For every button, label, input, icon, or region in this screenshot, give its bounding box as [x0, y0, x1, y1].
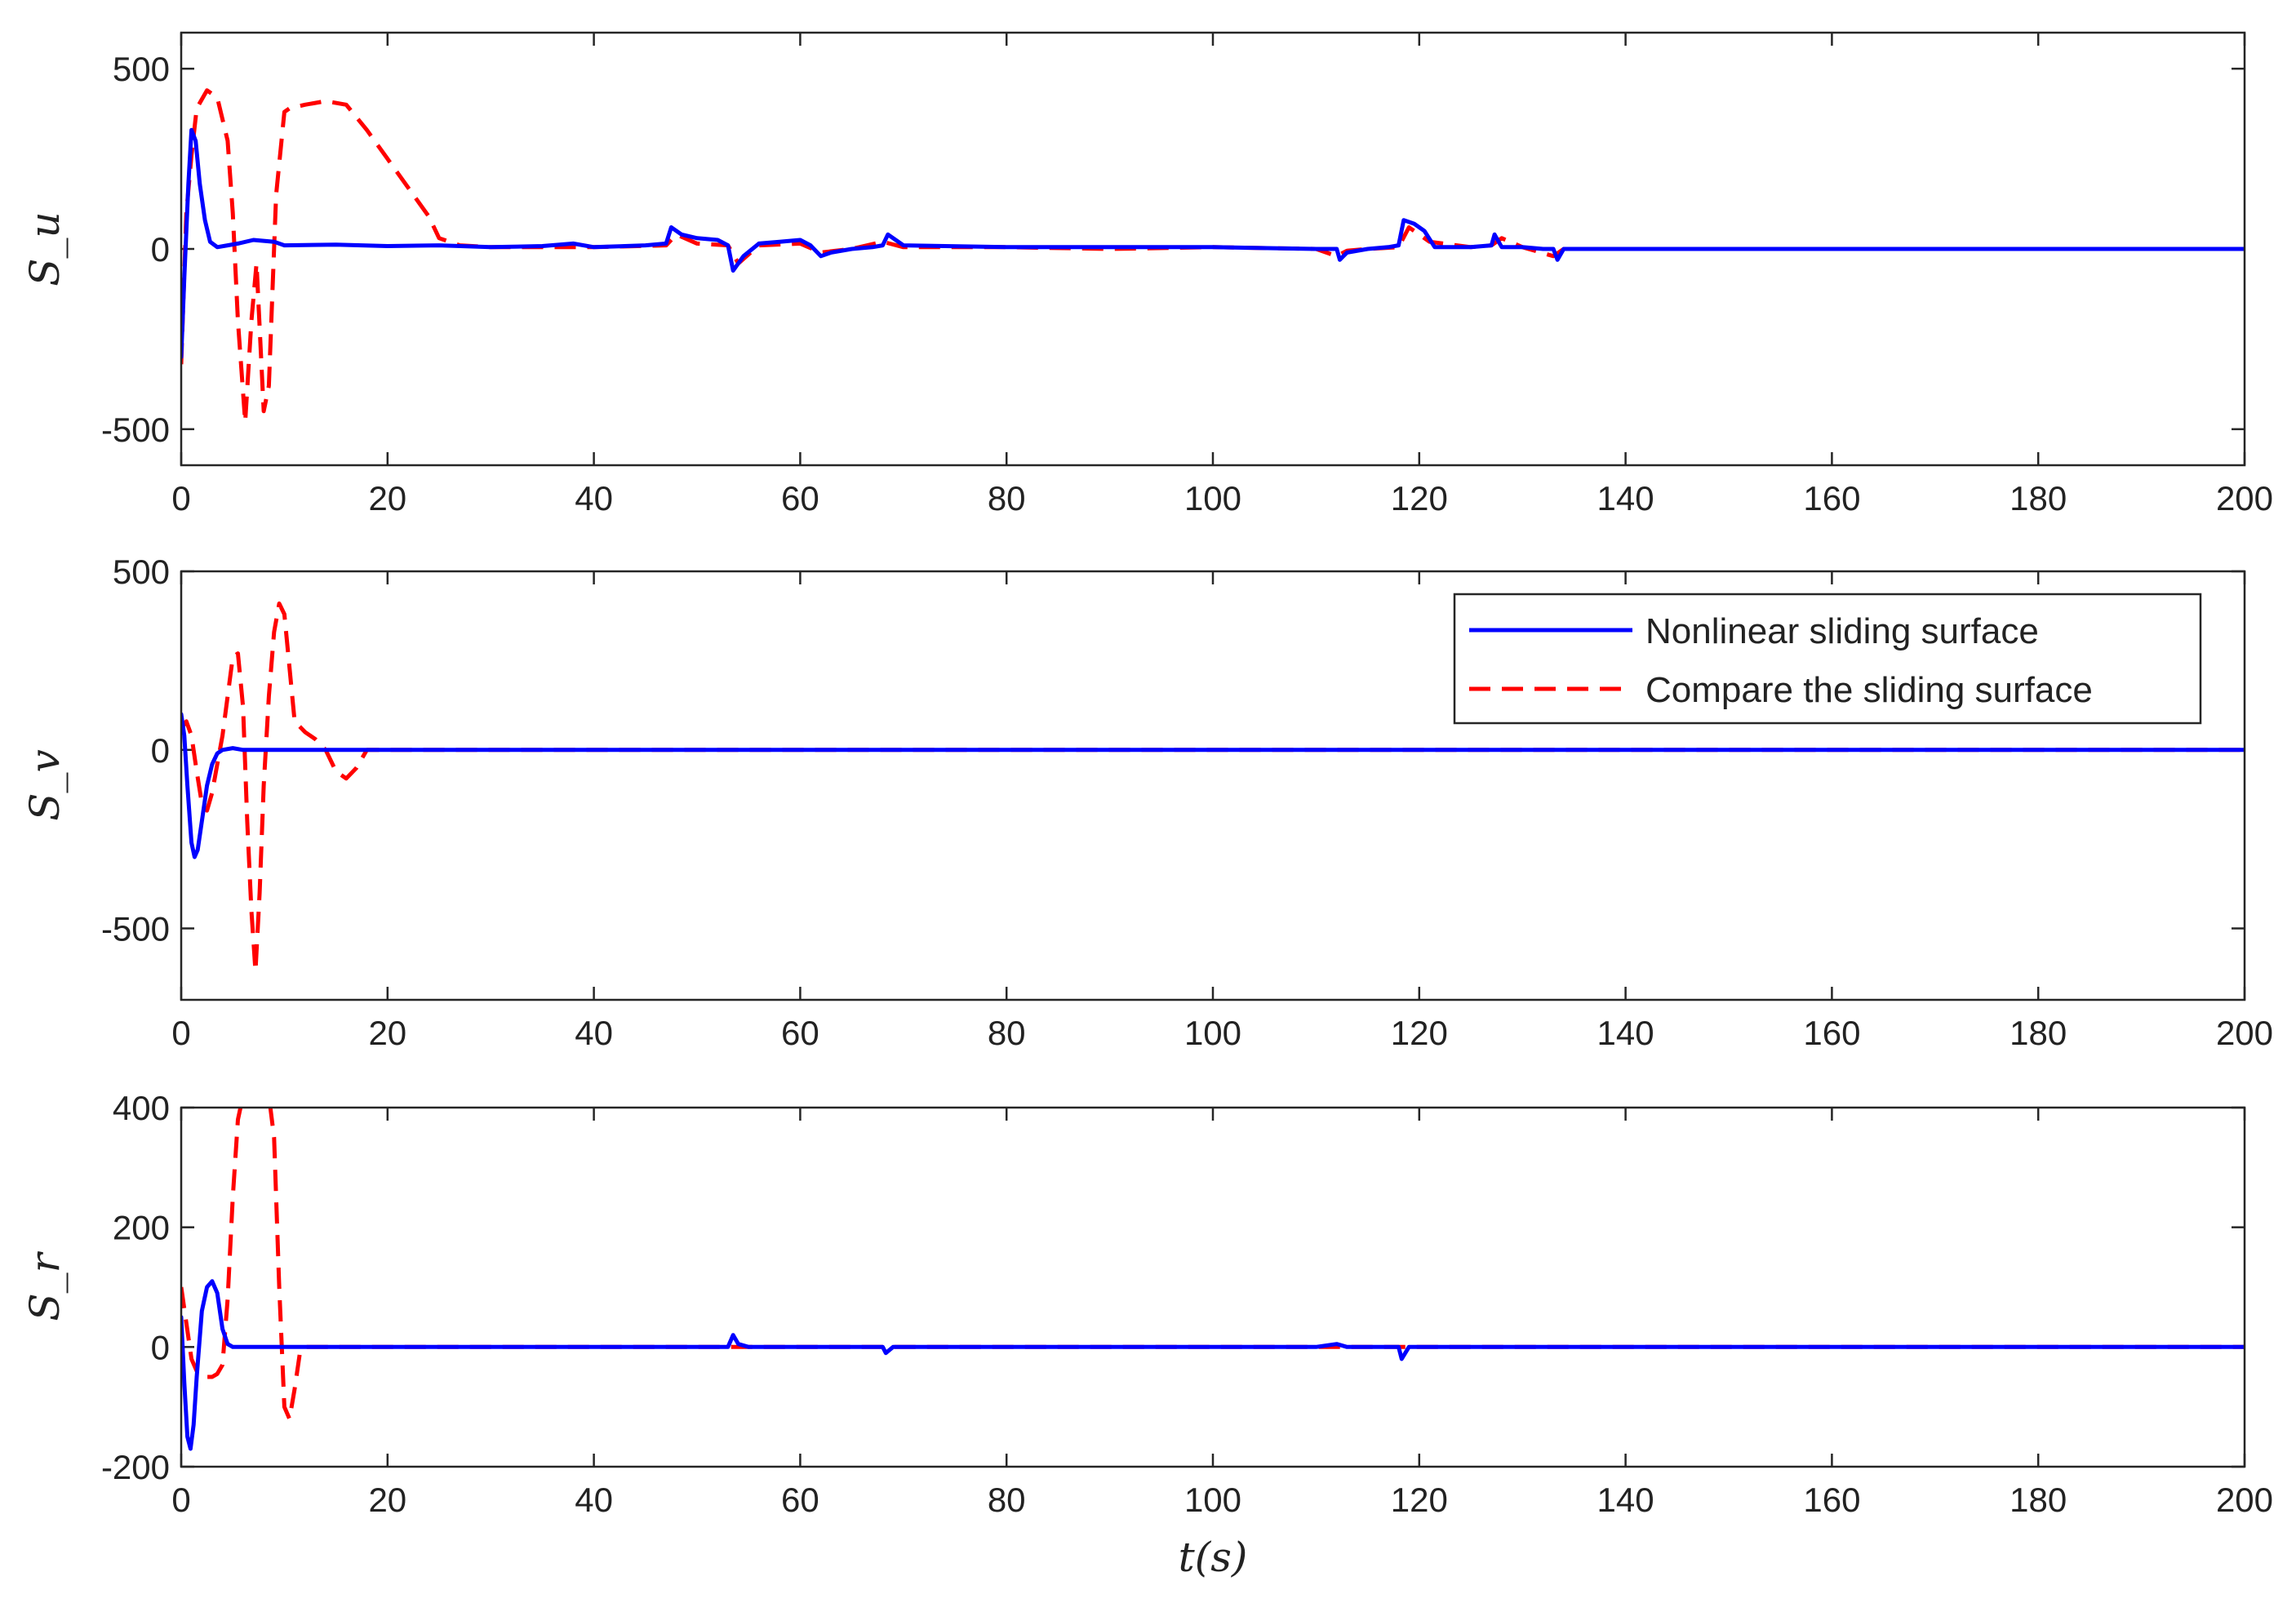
panel-s-u-x-tick-label: 120	[1391, 479, 1448, 517]
panel-s-u-frame	[180, 31, 2246, 467]
panel-s-v-y-tick-label: -500	[101, 910, 170, 948]
panel-s-r-y-tick-label: 400	[113, 1089, 170, 1127]
panel-s-v-plot-area	[181, 601, 2245, 974]
x-axis-label: t(s)	[1179, 1534, 1248, 1581]
panel-s-r-x-tick-label: 100	[1184, 1481, 1241, 1519]
panel-s-u-x-tick-label: 180	[2010, 479, 2067, 517]
panel-s-v-x-tick-label: 40	[575, 1014, 613, 1052]
panel-s-r-x-tick-label: 80	[988, 1481, 1026, 1519]
panel-s-r-plot-area	[181, 1108, 2245, 1451]
panel-s-u-y-tick-label: 0	[151, 230, 170, 269]
panel-s-r-x-tick-label: 0	[171, 1481, 190, 1519]
legend-label-compare: Compare the sliding surface	[1645, 670, 2093, 710]
panel-s-r-x-tick-label: 200	[2216, 1481, 2273, 1519]
panel-s-u-x-tick-label: 200	[2216, 479, 2273, 517]
panel-s-r-x-tick-label: 160	[1803, 1481, 1860, 1519]
panel-s-r-x-tick-labels: 0 20 40 60 80 100 120 140 160 180 200	[171, 1481, 2273, 1519]
panel-s-u-y-axis-label: S_u	[21, 211, 69, 286]
panel-s-v-x-tick-label: 140	[1597, 1014, 1654, 1052]
panel-s-r-x-tick-label: 60	[781, 1481, 819, 1519]
panel-s-v-y-tick-labels: -500 0 500	[101, 553, 170, 948]
panel-s-u-x-tick-label: 140	[1597, 479, 1654, 517]
panel-s-v-frame	[180, 570, 2246, 1001]
panel-s-r-y-axis-label-main: S_r	[21, 1250, 69, 1321]
panel-s-u-plot-area	[181, 88, 2245, 424]
panel-s-v-x-tick-label: 0	[171, 1014, 190, 1052]
legend: Nonlinear sliding surface Compare the sl…	[1453, 593, 2202, 725]
panel-s-u-y-tick-label: -500	[101, 411, 170, 449]
panel-s-v-x-tick-labels: 0 20 40 60 80 100 120 140 160 180 200	[171, 1014, 2273, 1052]
panel-s-v: 0 20 40 60 80 100 120 140 160 180 200 -500 0 500 S_v…	[21, 553, 2273, 1052]
legend-label-nonlinear: Nonlinear sliding surface	[1645, 611, 2039, 651]
panel-s-u-y-tick-label: 500	[113, 50, 170, 88]
panel-s-v-x-tick-label: 20	[368, 1014, 406, 1052]
panel-s-v-y-tick-label: 500	[113, 553, 170, 591]
panel-s-r-x-tick-label: 180	[2010, 1481, 2067, 1519]
panel-s-r-x-tick-label: 40	[575, 1481, 613, 1519]
panel-s-r-y-tick-labels: -200 0 200 400	[101, 1089, 170, 1486]
panel-s-v-series-nonlinear	[181, 712, 2245, 859]
panel-s-u-x-tick-labels: 0 20 40 60 80 100 120 140 160 180 200	[171, 479, 2273, 517]
panel-s-u-x-tick-label: 60	[781, 479, 819, 517]
panel-s-u-x-tick-label: 100	[1184, 479, 1241, 517]
panel-s-r-frame	[180, 1106, 2246, 1468]
panel-s-u-series-compare	[181, 88, 2245, 424]
panel-s-u-x-tick-label: 40	[575, 479, 613, 517]
panel-s-u-y-tick-labels: -500 0 500	[101, 50, 170, 449]
panel-s-v-x-tick-label: 60	[781, 1014, 819, 1052]
panel-s-v-y-axis-label-main: S_v	[21, 749, 69, 821]
panel-s-r-y-tick-label: -200	[101, 1448, 170, 1486]
panel-s-r-x-tick-label: 120	[1391, 1481, 1448, 1519]
panel-s-u-x-tick-label: 0	[171, 479, 190, 517]
panel-s-u-x-tick-label: 80	[988, 479, 1026, 517]
panel-s-v-y-axis-label: S_v	[21, 749, 69, 821]
panel-s-v-x-tick-label: 200	[2216, 1014, 2273, 1052]
panel-s-v-x-tick-label: 160	[1803, 1014, 1860, 1052]
panel-s-v-x-tick-label: 80	[988, 1014, 1026, 1052]
panel-s-v-x-tick-label: 100	[1184, 1014, 1241, 1052]
panel-s-r-series-nonlinear	[181, 1279, 2245, 1451]
panel-s-u-y-axis-label-main: S_u	[21, 211, 69, 286]
panel-s-u-series-nonlinear	[181, 127, 2245, 359]
panel-s-u-x-tick-label: 160	[1803, 479, 1860, 517]
panel-s-r-y-tick-label: 200	[113, 1209, 170, 1247]
panel-s-r-y-axis-label: S_r	[21, 1250, 69, 1321]
panel-s-v-series-compare	[181, 601, 2245, 974]
panel-s-v-y-tick-label: 0	[151, 731, 170, 770]
panel-s-r-x-tick-label: 20	[368, 1481, 406, 1519]
panel-s-r: 0 20 40 60 80 100 120 140 160 180 200 -2000200400 …	[21, 1089, 2273, 1581]
panel-s-v-x-tick-label: 120	[1391, 1014, 1448, 1052]
panel-s-r-x-tick-label: 140	[1597, 1481, 1654, 1519]
panel-s-r-y-tick-label: 0	[151, 1328, 170, 1366]
legend-box	[1453, 593, 2202, 725]
panel-s-v-x-tick-label: 180	[2010, 1014, 2067, 1052]
panel-s-u-x-tick-label: 20	[368, 479, 406, 517]
